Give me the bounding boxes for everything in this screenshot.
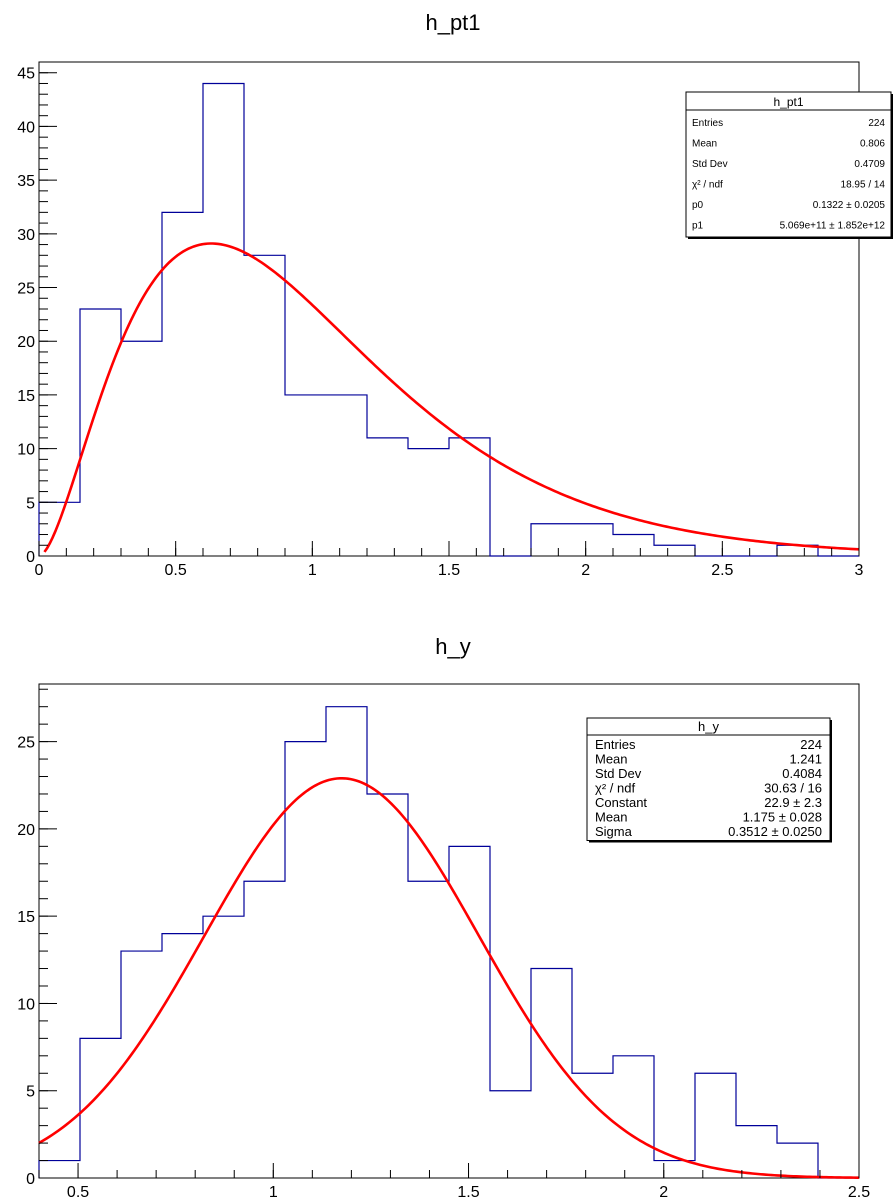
chart-title: h_y xyxy=(435,634,470,659)
stats-row-label: Sigma xyxy=(595,824,633,839)
y-tick-label: 45 xyxy=(17,66,35,83)
stats-row-value: 0.1322 ± 0.0205 xyxy=(813,200,886,211)
y-tick-label: 20 xyxy=(17,822,35,839)
y-tick-label: 0 xyxy=(26,1171,35,1188)
stats-row-value: 0.3512 ± 0.0250 xyxy=(728,824,822,839)
plot-frame xyxy=(38,683,860,1179)
chart-h-pt1: h_pt1 0 5 10 15 20 25 30 35 40 45 0 0.5 1 1.5 2 2.5 3 h_pt… xyxy=(17,10,893,579)
stats-row-label: p1 xyxy=(692,220,704,231)
chart-title: h_pt1 xyxy=(425,10,480,35)
stats-row-label: Mean xyxy=(692,138,717,149)
x-tick-label: 1.5 xyxy=(457,1184,479,1200)
stats-row-value: 1.175 ± 0.028 xyxy=(743,809,822,824)
stats-row-value: 0.4709 xyxy=(854,159,885,170)
y-tick-label: 10 xyxy=(17,996,35,1013)
histogram-series xyxy=(38,706,859,1179)
stats-row-label: Entries xyxy=(595,737,636,752)
y-tick-label: 25 xyxy=(17,735,35,752)
stats-row-value: 0.4084 xyxy=(782,766,822,781)
stats-row-value: 5.069e+11 ± 1.852e+12 xyxy=(780,220,886,231)
stats-box xyxy=(586,717,831,841)
stats-row-label: χ² / ndf xyxy=(595,780,635,795)
stats-row-label: Std Dev xyxy=(595,766,642,781)
x-tick-label: 1 xyxy=(308,562,317,579)
y-tick-label: 25 xyxy=(17,281,35,298)
stats-box-title: h_pt1 xyxy=(773,95,803,109)
x-tick-label: 3 xyxy=(855,562,864,579)
y-tick-label: 0 xyxy=(26,549,35,566)
stats-row-label: Constant xyxy=(595,795,647,810)
y-tick-label: 40 xyxy=(17,119,35,136)
stats-row-value: 30.63 / 16 xyxy=(764,780,822,795)
stats-row-label: χ² / ndf xyxy=(692,179,723,190)
y-tick-label: 20 xyxy=(17,334,35,351)
stats-row-label: Std Dev xyxy=(692,159,728,170)
stats-box xyxy=(685,91,892,238)
stats-row-label: Mean xyxy=(595,751,628,766)
y-tick-label: 30 xyxy=(17,227,35,244)
x-tick-label: 1.5 xyxy=(438,562,460,579)
x-tick-label: 2 xyxy=(659,1184,668,1200)
stats-row-value: 18.95 / 14 xyxy=(841,179,886,190)
y-tick-label: 15 xyxy=(17,909,35,926)
y-tick-label: 10 xyxy=(17,442,35,459)
x-tick-label: 2 xyxy=(581,562,590,579)
stats-row-value: 1.241 xyxy=(789,751,822,766)
chart-h-y: h_y 0 5 10 15 20 25 0.5 1 1.5 2 2.5 h_y Entries 224 Mea… xyxy=(17,634,870,1200)
y-tick-label: 5 xyxy=(26,1084,35,1101)
stats-row-value: 0.806 xyxy=(860,138,885,149)
stats-row-label: Mean xyxy=(595,809,628,824)
stats-row-label: Entries xyxy=(692,118,723,129)
x-tick-label: 0 xyxy=(35,562,44,579)
y-tick-label: 15 xyxy=(17,388,35,405)
fit-curve xyxy=(38,776,860,1179)
x-tick-label: 2.5 xyxy=(848,1184,870,1200)
y-tick-label: 35 xyxy=(17,173,35,190)
stats-box-title: h_y xyxy=(698,719,719,734)
stats-row-value: 224 xyxy=(800,737,822,752)
stats-row-label: p0 xyxy=(692,200,704,211)
stats-row-value: 224 xyxy=(868,118,885,129)
x-tick-label: 1 xyxy=(269,1184,278,1200)
fit-curve xyxy=(43,242,860,553)
x-tick-label: 2.5 xyxy=(711,562,733,579)
x-tick-label: 0.5 xyxy=(165,562,187,579)
x-tick-label: 0.5 xyxy=(67,1184,89,1200)
stats-row-value: 22.9 ± 2.3 xyxy=(764,795,822,810)
y-tick-label: 5 xyxy=(26,495,35,512)
